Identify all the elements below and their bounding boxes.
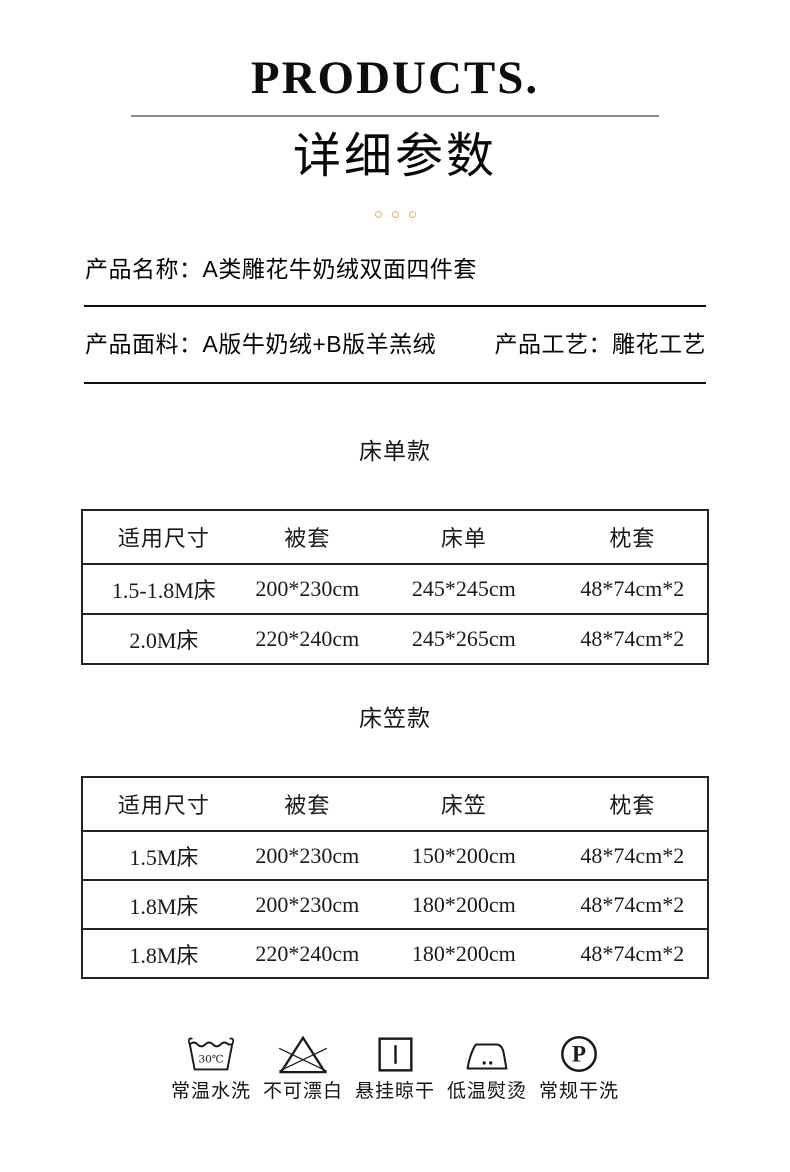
column-header: 被套: [284, 793, 331, 818]
care-label: 常规干洗: [539, 1081, 620, 1102]
table-cell: 1.5-1.8M床: [82, 563, 245, 614]
column-header: 适用尺寸: [117, 793, 210, 818]
table-row: 1.8M床 220*240cm 180*200cm 48*74cm*2: [82, 928, 708, 978]
gold-dot-icon: [408, 211, 416, 218]
table-row: 1.5M床 200*230cm 150*200cm 48*74cm*2: [82, 830, 708, 880]
column-header: 枕套: [609, 793, 656, 818]
fitted-sheet-size-table: 适用尺寸 被套 床笠 枕套 1.5M床 200*230cm 150*200cm …: [81, 776, 709, 979]
care-label: 不可漂白: [263, 1081, 344, 1102]
table-cell: 200*230cm: [244, 563, 370, 614]
brand-divider-line: [131, 115, 659, 117]
table-cell: 245*265cm: [369, 613, 558, 664]
product-info-section: 产品名称：A类雕花牛奶绒双面四件套 产品面料：A版牛奶绒+B版羊羔绒 产品工艺：…: [84, 254, 706, 384]
table-cell: 48*74cm*2: [557, 563, 708, 614]
column-header: 床笠: [440, 793, 487, 818]
bedsheet-size-table: 适用尺寸 被套 床单 枕套 1.5-1.8M床 200*230cm 245*24…: [81, 509, 709, 665]
table-cell: 1.8M床: [82, 879, 245, 929]
dry-clean-icon: P: [561, 1036, 597, 1072]
table-cell: 200*230cm: [244, 830, 370, 880]
product-name-text: 产品名称：A类雕花牛奶绒双面四件套: [85, 256, 477, 282]
care-item-iron-low: 低温熨烫: [447, 1031, 527, 1104]
table-cell: 48*74cm*2: [557, 879, 708, 929]
care-label: 悬挂晾干: [355, 1081, 436, 1102]
care-item-wash: 30℃ 常温水洗: [171, 1031, 251, 1104]
table-cell: 180*200cm: [369, 928, 558, 978]
table-cell: 48*74cm*2: [557, 830, 708, 880]
product-fabric-row: 产品面料：A版牛奶绒+B版羊羔绒 产品工艺：雕花工艺: [84, 329, 706, 359]
table-row: 1.8M床 200*230cm 180*200cm 48*74cm*2: [82, 879, 708, 929]
care-item-hang-dry: 悬挂晾干: [355, 1031, 435, 1104]
table-cell: 2.0M床: [82, 613, 245, 664]
brand-title: PRODUCTS.: [250, 52, 540, 104]
table-cell: 150*200cm: [369, 830, 558, 880]
table-cell: 48*74cm*2: [557, 928, 708, 978]
hang-dry-icon: [377, 1037, 413, 1072]
table-cell: 220*240cm: [244, 928, 370, 978]
table-cell: 200*230cm: [244, 879, 370, 929]
table-header-row: 适用尺寸 被套 床单 枕套: [82, 510, 708, 564]
svg-text:30℃: 30℃: [198, 1054, 223, 1066]
gold-dot-icon: [374, 211, 382, 218]
table-cell: 48*74cm*2: [557, 613, 708, 664]
decorative-dots: [0, 211, 790, 218]
fitted-sheet-table-title: 床笠款: [359, 706, 431, 731]
do-not-bleach-icon: [278, 1035, 328, 1074]
table-cell: 1.8M床: [82, 928, 245, 978]
column-header: 枕套: [609, 526, 656, 551]
table-row: 1.5-1.8M床 200*230cm 245*245cm 48*74cm*2: [82, 563, 708, 614]
column-header: 被套: [284, 526, 331, 551]
divider-line: [84, 382, 706, 384]
product-fabric-text: 产品面料：A版牛奶绒+B版羊羔绒: [85, 331, 437, 357]
table-cell: 220*240cm: [244, 613, 370, 664]
table-header-row: 适用尺寸 被套 床笠 枕套: [82, 777, 708, 831]
care-instructions-row: 30℃ 常温水洗 不可漂白 悬挂晾干: [0, 1031, 790, 1104]
page-title: 详细参数: [292, 130, 497, 183]
product-name-row: 产品名称：A类雕花牛奶绒双面四件套: [84, 254, 706, 284]
wash-30-icon: 30℃: [187, 1037, 235, 1071]
iron-low-temp-icon: [466, 1043, 508, 1070]
table-cell: 180*200cm: [369, 879, 558, 929]
care-label: 常温水洗: [171, 1081, 252, 1102]
svg-text:P: P: [572, 1042, 586, 1067]
table-cell: 245*245cm: [369, 563, 558, 614]
care-label: 低温熨烫: [447, 1081, 528, 1102]
care-item-dry-clean: P 常规干洗: [539, 1031, 619, 1104]
column-header: 床单: [440, 526, 487, 551]
table-cell: 1.5M床: [82, 830, 245, 880]
table-row: 2.0M床 220*240cm 245*265cm 48*74cm*2: [82, 613, 708, 664]
gold-dot-icon: [391, 211, 399, 218]
product-craft-text: 产品工艺：雕花工艺: [494, 331, 706, 357]
bedsheet-table-title: 床单款: [359, 439, 431, 464]
column-header: 适用尺寸: [117, 526, 210, 551]
divider-line: [84, 305, 706, 307]
care-item-no-bleach: 不可漂白: [263, 1031, 343, 1104]
